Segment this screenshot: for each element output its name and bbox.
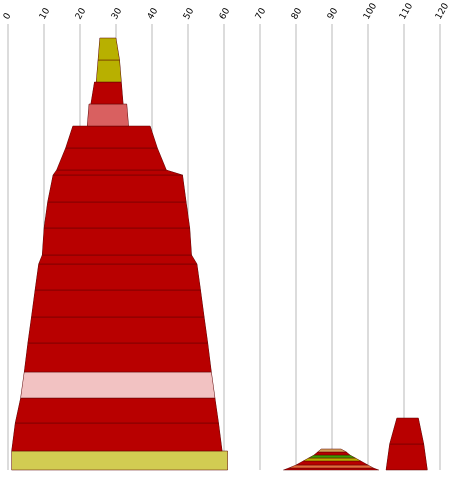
x-tick-label: 40 — [146, 6, 161, 21]
x-tick-label: 20 — [74, 6, 89, 21]
layer-band — [313, 451, 351, 456]
layer-band — [41, 227, 192, 256]
x-tick-label: 90 — [326, 6, 341, 21]
x-tick-label: 50 — [182, 6, 197, 21]
x-tick-label: 10 — [38, 6, 53, 21]
x-tick-label: 70 — [254, 6, 269, 21]
x-tick-label: 80 — [290, 6, 305, 21]
layer-band — [97, 37, 120, 61]
x-axis-tick-labels: 0 10 20 30 40 50 60 70 80 90 100 110 120 — [2, 1, 451, 21]
x-tick-label: 110 — [398, 1, 415, 21]
layer-band — [11, 450, 228, 471]
stacked-layers — [11, 37, 428, 471]
layer-band — [20, 371, 216, 399]
layer-band — [295, 460, 369, 466]
layer-band — [283, 467, 379, 471]
layer-band — [23, 342, 212, 373]
x-tick-label: 30 — [110, 6, 125, 21]
layer-band — [34, 263, 201, 291]
layer-band — [14, 397, 219, 424]
layer-band — [11, 422, 223, 452]
layer-band — [38, 254, 198, 265]
layer-band — [86, 103, 129, 127]
x-tick-label: 120 — [434, 1, 451, 21]
layer-band — [27, 316, 209, 344]
layer-band — [288, 464, 375, 469]
layer-band — [90, 81, 124, 105]
layer-band — [56, 147, 167, 171]
layer-band — [302, 457, 362, 462]
layer-stack-2 — [283, 448, 379, 471]
layer-band — [31, 289, 205, 318]
x-tick-label: 60 — [218, 6, 233, 21]
x-tick-label: 100 — [362, 1, 379, 21]
layer-stack-3 — [385, 417, 428, 471]
layer-band — [307, 454, 357, 459]
layer-band — [52, 169, 183, 176]
layer-band — [47, 174, 187, 203]
layer-stack-1 — [11, 37, 228, 471]
layer-band — [95, 59, 122, 83]
layer-band — [43, 201, 191, 229]
layer-band — [65, 125, 158, 149]
layer-band — [389, 417, 425, 445]
layer-band — [385, 443, 428, 471]
x-tick-label: 0 — [2, 11, 14, 21]
layer-band — [316, 448, 348, 453]
